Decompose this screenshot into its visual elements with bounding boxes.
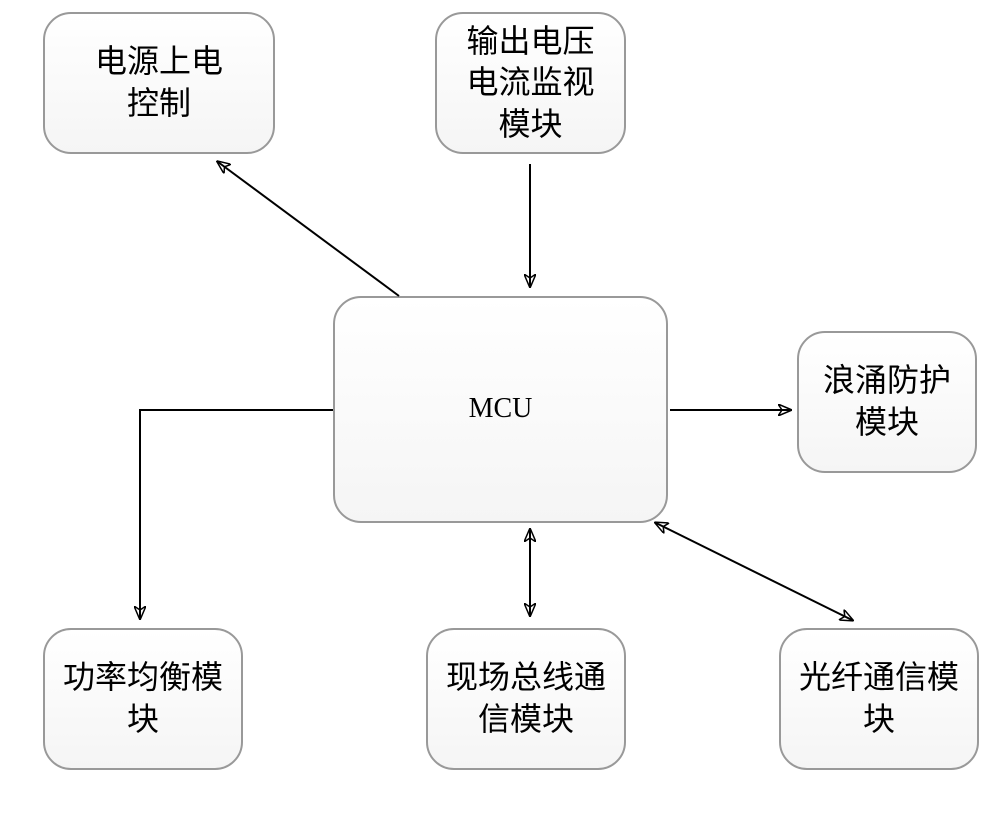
node-fiber: 光纤通信模块 [779, 628, 979, 770]
node-power-balance: 功率均衡模块 [43, 628, 243, 770]
edge-mcu-power-balance [140, 410, 333, 618]
node-fieldbus: 现场总线通信模块 [426, 628, 626, 770]
node-powerup: 电源上电控制 [43, 12, 275, 154]
node-label: 功率均衡模块 [63, 657, 223, 740]
edge-mcu-fiber [656, 523, 852, 620]
node-label: 现场总线通信模块 [446, 657, 606, 740]
node-mcu: MCU [333, 296, 668, 523]
node-surge: 浪涌防护模块 [797, 331, 977, 473]
node-label: 输出电压电流监视模块 [466, 21, 594, 146]
node-label: 电源上电控制 [95, 41, 223, 124]
node-label: 光纤通信模块 [799, 657, 959, 740]
node-monitor: 输出电压电流监视模块 [435, 12, 626, 154]
node-label: 浪涌防护模块 [823, 360, 951, 443]
edge-mcu-powerup [218, 162, 399, 296]
node-label: MCU [469, 391, 533, 427]
